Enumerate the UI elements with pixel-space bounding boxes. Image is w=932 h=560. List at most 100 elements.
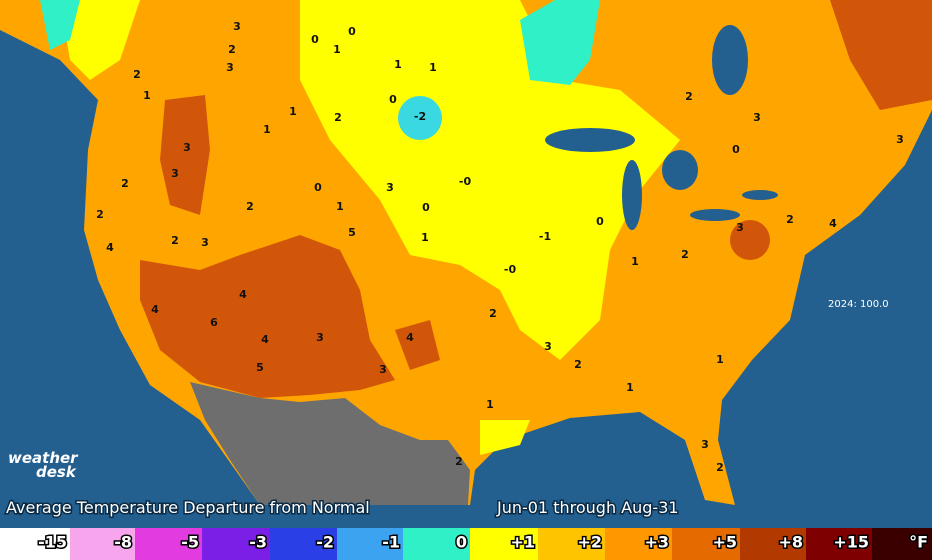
period: Jun-01 through Aug-31	[496, 498, 679, 517]
station-value: 1	[336, 200, 344, 213]
station-value: 3	[201, 236, 209, 249]
station-value: 3	[233, 20, 241, 33]
legend-label: +2	[577, 533, 602, 552]
map-title: Average Temperature Departure from Norma…	[6, 498, 370, 517]
station-value: -0	[459, 175, 472, 188]
legend-label: -1	[382, 533, 400, 552]
legend-swatch	[270, 528, 337, 560]
mexico	[190, 382, 470, 505]
legend-swatch	[740, 528, 806, 560]
legend-swatch	[806, 528, 872, 560]
station-value: 2	[133, 68, 141, 81]
lake-superior	[545, 128, 635, 152]
station-value: 4	[261, 333, 269, 346]
station-value: 3	[753, 111, 761, 124]
station-value: 3	[183, 141, 191, 154]
station-value: 2	[121, 177, 129, 190]
station-value: 0	[422, 201, 430, 214]
legend-swatch	[337, 528, 403, 560]
lake-ontario	[742, 190, 778, 200]
station-value: 0	[311, 33, 319, 46]
legend-swatch	[672, 528, 740, 560]
zone-brown-southwest	[140, 235, 395, 398]
station-value: 3	[701, 438, 709, 451]
zone-yellow-coast	[480, 420, 530, 455]
legend-label: +8	[778, 533, 803, 552]
zone-cyan-hudson	[520, 0, 600, 85]
station-value: 1	[421, 231, 429, 244]
legend-swatch	[872, 528, 932, 560]
station-value: 1	[394, 58, 402, 71]
zone-brown-canada	[830, 0, 932, 110]
station-value: 2	[489, 307, 497, 320]
station-value: -1	[539, 230, 551, 243]
legend-swatch	[70, 528, 135, 560]
lake-huron	[662, 150, 698, 190]
station-value: -2	[414, 110, 426, 123]
station-value: 4	[151, 303, 159, 316]
station-value: 3	[896, 133, 904, 146]
station-value: -0	[504, 263, 517, 276]
station-value: 4	[829, 217, 837, 230]
legend-swatch	[135, 528, 202, 560]
station-value: 5	[256, 361, 264, 374]
legend-unit: °F	[909, 533, 928, 552]
station-value: 2	[96, 208, 104, 221]
station-value: 2	[171, 234, 179, 247]
zone-cyan-northwest	[40, 0, 80, 50]
hudson-bay-edge	[712, 25, 748, 95]
legend-label: -8	[114, 533, 132, 552]
station-value: 1	[333, 43, 341, 56]
legend-label: -5	[181, 533, 199, 552]
station-value: 2	[228, 43, 236, 56]
zone-lightblue-dakota	[398, 96, 442, 140]
lake-michigan	[622, 160, 642, 230]
annotation: 2024: 100.0	[828, 299, 889, 310]
station-value: 3	[171, 167, 179, 180]
station-value: 0	[348, 25, 356, 38]
legend-label: +15	[833, 533, 869, 552]
legend-swatch	[470, 528, 538, 560]
station-value: 0	[732, 143, 740, 156]
station-value: 3	[736, 221, 744, 234]
station-value: 4	[239, 288, 247, 301]
legend: -15 -8 -5 -3 -2 -1 0 +1 +2 +3 +5 +8 +15 °F	[0, 528, 932, 560]
station-value: 2	[455, 455, 463, 468]
station-value: 1	[429, 61, 437, 74]
legend-label: 0	[456, 533, 467, 552]
legend-label: +3	[644, 533, 669, 552]
legend-label: +5	[712, 533, 737, 552]
logo-line2: desk	[36, 463, 77, 481]
station-value: 4	[106, 241, 114, 254]
legend-swatch	[605, 528, 672, 560]
station-value: 2	[334, 111, 342, 124]
station-value: 0	[596, 215, 604, 228]
legend-swatch	[538, 528, 605, 560]
station-value: 1	[716, 353, 724, 366]
station-value: 2	[246, 200, 254, 213]
station-value: 3	[544, 340, 552, 353]
lake-erie	[690, 209, 740, 221]
station-value: 3	[386, 181, 394, 194]
station-value: 0	[389, 93, 397, 106]
zone-yellow	[300, 0, 680, 360]
station-value: 5	[348, 226, 356, 239]
station-value: 2	[786, 213, 794, 226]
zone-yellow-north	[60, 0, 140, 80]
station-value: 3	[379, 363, 387, 376]
zone-brown-virginia	[730, 220, 770, 260]
station-value: 6	[210, 316, 218, 329]
station-value: 1	[631, 255, 639, 268]
zone-brown-texas	[395, 320, 440, 370]
station-value: 2	[574, 358, 582, 371]
logo-line1: weather	[8, 449, 79, 467]
station-value: 1	[626, 381, 634, 394]
station-value: 1	[143, 89, 151, 102]
station-value: 2	[681, 248, 689, 261]
station-value: 4	[406, 331, 414, 344]
legend-swatch	[403, 528, 470, 560]
zone-brown-idaho	[160, 95, 210, 215]
legend-label: -3	[249, 533, 267, 552]
legend-swatch	[0, 528, 70, 560]
